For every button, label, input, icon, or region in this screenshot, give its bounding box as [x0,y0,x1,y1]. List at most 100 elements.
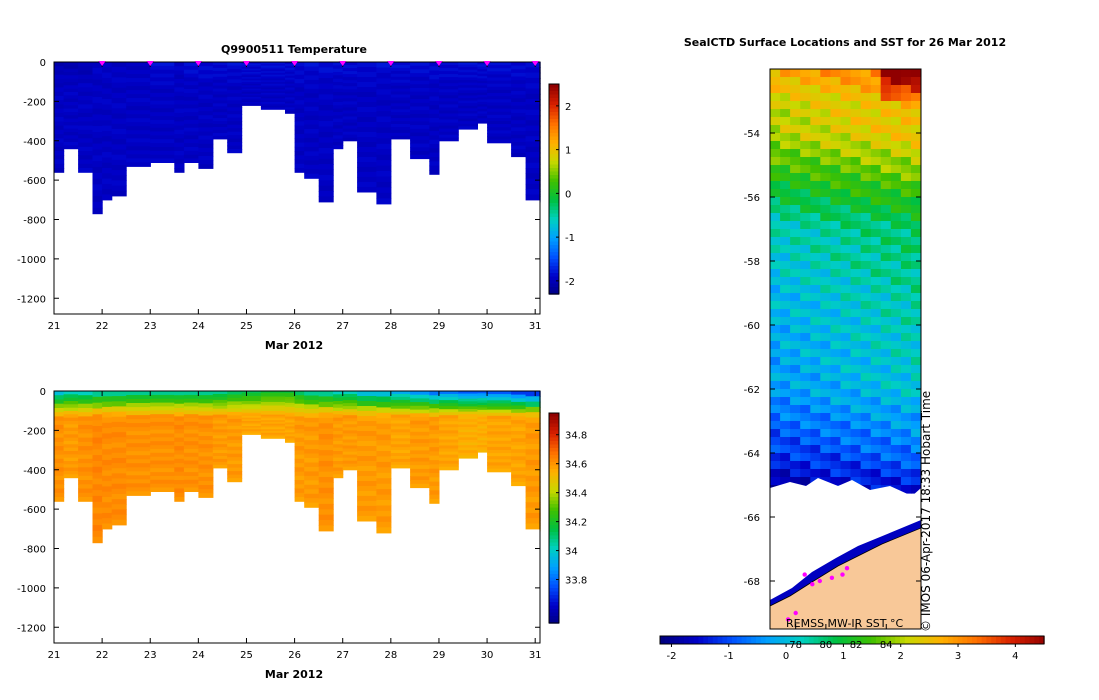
colorbar-swatch [866,636,872,644]
sst-cell [880,389,892,398]
salinity-cell [333,431,344,435]
salinity-y-axis: 0-200-400-600-800-1000-1200 [17,387,540,634]
sst-cell [840,181,852,190]
sst-cell [870,77,882,86]
sst-cell [880,261,892,270]
salinity-cell [511,452,527,457]
temperature-cell [294,70,305,76]
sst-cell [910,261,921,270]
salinity-cell [376,461,392,468]
sst-cell [900,477,912,486]
temperature-cell [78,146,94,152]
salinity-cell [198,395,214,400]
sst-cell [820,285,831,294]
salinity-cell [304,422,320,428]
salinity-cell [241,421,262,424]
salinity-cell [111,514,127,521]
sst-cell [880,325,892,334]
sst-cell [900,229,912,238]
sst-cell [880,429,892,438]
sst-cell [850,141,862,150]
sst-cell [910,213,921,222]
salinity-cell [54,450,65,456]
colorbar-swatch [708,636,714,644]
sst-cell [850,213,862,222]
temperature-cell [92,201,103,209]
temperature-cell [429,169,440,175]
sst-cell [770,349,781,358]
temperature-cell [342,86,358,90]
salinity-cell [318,509,334,516]
sst-cell [900,237,912,246]
temperature-cell [174,163,185,169]
salinity-cell [487,394,512,398]
sst-cell [810,277,821,286]
salinity-cell [126,463,151,468]
sst-cell [850,421,862,430]
salinity-cell [174,399,185,405]
sst-cell [820,453,831,462]
temperature-cell [429,109,440,115]
temperature-cell [357,82,377,88]
y-tick-label: 0 [40,387,46,398]
salinity-cell [241,414,262,417]
sst-cell [910,317,921,326]
colorbar-swatch [1015,636,1021,644]
temperature-cell [376,138,392,145]
salinity-cell [102,412,113,419]
temperature-cell [318,83,334,90]
salinity-cell [92,449,103,456]
temperature-cell [429,70,440,76]
x-tick-label: 23 [144,321,157,332]
temperature-cell [304,106,320,112]
sst-cell [780,181,791,190]
x-tick-label: 30 [481,650,494,661]
sst-cell [830,181,842,190]
salinity-cell [260,407,286,410]
sst-cell [770,341,781,350]
temperature-cell [260,71,286,74]
sst-cell [900,245,912,254]
sst-cell [830,221,842,230]
temperature-cell [241,65,262,68]
sst-cell [910,237,921,246]
sst-cell [850,333,862,342]
sst-cell [890,109,902,118]
temperature-cell [410,88,430,93]
temperature-cell [342,74,358,78]
salinity-cell [429,408,440,414]
salinity-cell [333,467,344,472]
salinity-cell [439,418,459,422]
salinity-cell [342,421,358,425]
temperature-cell [390,67,411,72]
temperature-cell [410,136,430,141]
salinity-cell [294,467,305,473]
sst-cell [910,485,921,494]
sst-cell [840,437,852,446]
temperature-cell [126,106,151,111]
sst-cell [830,269,842,278]
sst-cell [820,77,831,86]
temperature-cell [212,62,228,66]
temperature-cell [511,152,527,158]
salinity-cell [227,474,243,479]
temperature-cell [78,121,94,127]
salinity-cell [63,437,79,442]
colorbar-swatch [549,168,559,173]
salinity-cell [227,478,243,483]
salinity-cell [111,499,127,505]
temperature-cell [126,126,151,131]
sst-cell [870,237,882,246]
salinity-cell [285,436,296,439]
sst-cell [830,237,842,246]
temperature-cell [333,85,344,90]
sst-cell [850,221,862,230]
temperature-cell [111,108,127,114]
temperature-cell [126,94,151,99]
seal-position [844,566,850,571]
salinity-cell [183,421,199,427]
salinity-cell [511,463,527,468]
sst-cell [880,189,892,198]
salinity-cell [212,450,228,454]
salinity-cell [511,409,527,414]
